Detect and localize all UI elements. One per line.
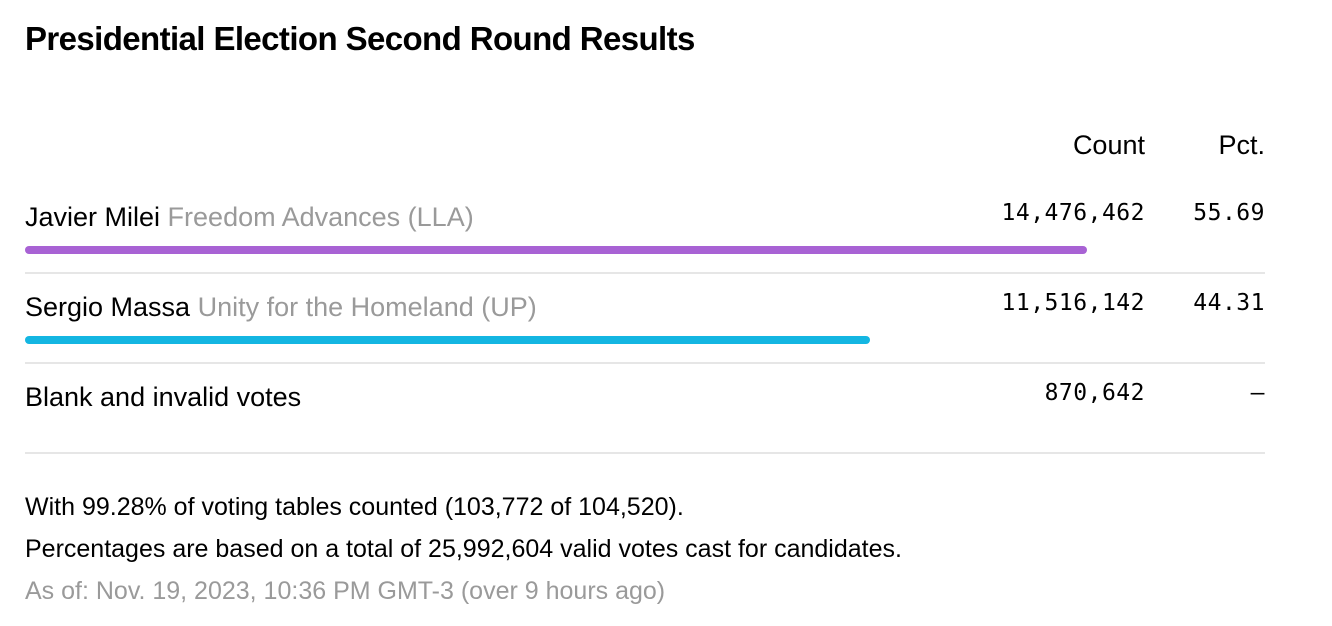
vote-bar-track [25, 246, 1265, 254]
vote-pct: – [1250, 380, 1265, 406]
candidate-label: Sergio Massa Unity for the Homeland (UP) [25, 292, 537, 323]
percentage-basis-note: Percentages are based on a total of 25,9… [25, 535, 902, 563]
vote-pct: 44.31 [1193, 290, 1265, 316]
vote-pct: 55.69 [1193, 200, 1265, 226]
page-title: Presidential Election Second Round Resul… [25, 20, 695, 57]
candidate-label: Blank and invalid votes [25, 382, 301, 413]
footnotes: With 99.28% of voting tables counted (10… [25, 486, 902, 612]
vote-count: 11,516,142 [1001, 290, 1145, 316]
party-name: Freedom Advances (LLA) [167, 202, 474, 232]
vote-bar-milei [25, 246, 1087, 254]
vote-bar-massa [25, 336, 870, 344]
vote-count: 870,642 [1044, 380, 1145, 406]
column-header-pct: Pct. [1218, 130, 1265, 160]
candidate-name: Javier Milei [25, 202, 161, 232]
candidate-name: Sergio Massa [25, 292, 191, 322]
candidate-name: Blank and invalid votes [25, 382, 302, 412]
vote-count: 14,476,462 [1001, 200, 1145, 226]
as-of-timestamp: As of: Nov. 19, 2023, 10:36 PM GMT-3 (ov… [25, 577, 666, 605]
result-row-massa: Sergio Massa Unity for the Homeland (UP)… [25, 274, 1265, 364]
column-header-count: Count [1072, 130, 1145, 160]
candidate-label: Javier Milei Freedom Advances (LLA) [25, 202, 474, 233]
vote-bar-track [25, 336, 1265, 344]
result-row-milei: Javier Milei Freedom Advances (LLA) 14,4… [25, 184, 1265, 274]
result-row-blank: Blank and invalid votes 870,642 – [25, 364, 1265, 454]
tables-counted-note: With 99.28% of voting tables counted (10… [25, 493, 684, 521]
party-name: Unity for the Homeland (UP) [197, 292, 537, 322]
